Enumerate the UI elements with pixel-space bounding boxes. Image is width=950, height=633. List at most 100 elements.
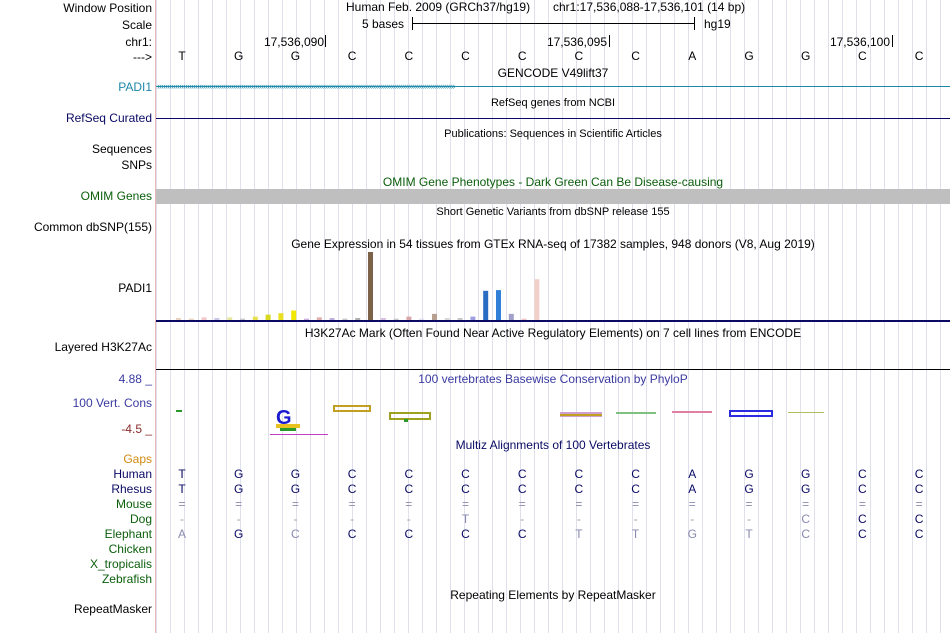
reference-base: C: [574, 49, 584, 63]
omim-feature-bar[interactable]: [156, 189, 950, 204]
common-dbsnp-label[interactable]: Common dbSNP(155): [33, 220, 152, 234]
scale-bar-right-tick: [694, 17, 695, 30]
h3k27ac-label[interactable]: Layered H3K27Ac: [54, 340, 152, 354]
alignment-base: =: [915, 497, 923, 511]
refseq-label[interactable]: RefSeq Curated: [65, 111, 152, 125]
phylop-logo[interactable]: G: [156, 400, 950, 440]
alignment-base: C: [914, 482, 924, 496]
gtex-tissue-bar[interactable]: [432, 313, 437, 320]
strand-label: --->: [133, 50, 152, 64]
repeatmasker-label[interactable]: RepeatMasker: [73, 602, 152, 616]
species-label-elephant[interactable]: Elephant: [104, 527, 152, 541]
alignment-base: =: [575, 497, 583, 511]
h3k27ac-title: H3K27Ac Mark (Often Found Near Active Re…: [304, 326, 802, 340]
gtex-tissue-bar[interactable]: [393, 318, 399, 320]
scale-text: 5 bases: [362, 17, 405, 31]
species-label-human[interactable]: Human: [113, 467, 152, 481]
padi1-gene-label[interactable]: PADI1: [118, 80, 152, 94]
gtex-title: Gene Expression in 54 tissues from GTEx …: [291, 237, 815, 251]
gtex-tissue-bar[interactable]: [252, 316, 258, 320]
padi1-gtex-label[interactable]: PADI1: [118, 281, 152, 295]
omim-label[interactable]: OMIM Genes: [80, 189, 152, 203]
alignment-base: -: [520, 512, 525, 526]
padi1-gene-line: [156, 86, 950, 87]
alignment-base: C: [404, 467, 414, 481]
gtex-tissue-bar[interactable]: [176, 318, 181, 320]
alignment-base: G: [744, 467, 754, 481]
species-label-mouse[interactable]: Mouse: [115, 497, 152, 511]
refseq-gene-line[interactable]: [156, 118, 950, 119]
reference-base: G: [801, 49, 811, 63]
alignment-base: T: [178, 482, 186, 496]
species-label-x_tropicalis[interactable]: X_tropicalis: [89, 557, 152, 571]
gtex-tissue-bar[interactable]: [265, 314, 271, 320]
gtex-tissue-bar[interactable]: [201, 317, 207, 320]
alignment-base: T: [631, 527, 640, 541]
alignment-base: C: [404, 527, 414, 541]
alignment-base: =: [745, 497, 753, 511]
species-label-zebrafish[interactable]: Zebrafish: [101, 572, 152, 586]
gtex-tissue-bar[interactable]: [419, 318, 425, 320]
alignment-base: =: [235, 497, 243, 511]
alignment-base: A: [688, 482, 697, 496]
vert-cons-label[interactable]: 100 Vert. Cons: [72, 396, 152, 410]
gtex-tissue-bar[interactable]: [329, 318, 335, 320]
alignment-base: G: [744, 482, 754, 496]
alignment-base: C: [914, 512, 924, 526]
refseq-title: RefSeq genes from NCBI: [490, 97, 616, 109]
ruler-tick-mark: [892, 35, 893, 47]
phylop-mark: [672, 411, 712, 413]
alignment-base: =: [461, 497, 469, 511]
alignment-base: C: [517, 482, 527, 496]
snps-label[interactable]: SNPs: [121, 158, 152, 172]
alignment-base: G: [234, 482, 244, 496]
species-label-chicken[interactable]: Chicken: [108, 542, 152, 556]
gtex-tissue-bar[interactable]: [368, 252, 373, 320]
gtex-tissue-bar[interactable]: [521, 318, 527, 320]
gaps-label[interactable]: Gaps: [123, 452, 152, 466]
phylop-mark: [729, 410, 773, 417]
gtex-tissue-bar[interactable]: [380, 318, 386, 320]
phylop-min-label: -4.5 _: [121, 422, 152, 436]
gtex-tissue-bar[interactable]: [240, 318, 245, 320]
gtex-tissue-bar[interactable]: [355, 318, 361, 320]
gtex-tissue-bar[interactable]: [444, 318, 450, 320]
gtex-tissue-bar[interactable]: [227, 317, 233, 320]
gtex-tissue-bar[interactable]: [508, 313, 514, 320]
gtex-tissue-bar[interactable]: [214, 318, 220, 320]
multiz-alignment-grid: T G G C C C C C C A G G C C T G G C C C C C C A G G C C = = = = = = = = = = = =…: [0, 466, 950, 586]
species-label-dog[interactable]: Dog: [129, 512, 152, 526]
gtex-bar-chart[interactable]: [156, 250, 950, 324]
gtex-tissue-bar[interactable]: [291, 310, 297, 321]
alignment-base: T: [575, 527, 583, 541]
gtex-tissue-bar[interactable]: [457, 318, 463, 320]
alignment-base: -: [180, 512, 184, 526]
alignment-base: =: [178, 497, 186, 511]
gtex-tissue-bar[interactable]: [470, 316, 476, 320]
ruler-tick-label: 17,536,100: [829, 35, 890, 49]
gtex-tissue-bar[interactable]: [483, 290, 489, 320]
gtex-tissue-bar[interactable]: [188, 318, 194, 320]
gtex-tissue-bar[interactable]: [278, 313, 284, 320]
phylop-mark: [389, 412, 431, 420]
alignment-base: C: [517, 527, 527, 541]
alignment-base: -: [236, 512, 241, 526]
gtex-tissue-bar[interactable]: [406, 316, 412, 320]
alignment-base: =: [291, 497, 299, 511]
reference-base: C: [461, 49, 470, 63]
sequences-label[interactable]: Sequences: [91, 142, 152, 156]
gtex-tissue-bar[interactable]: [534, 279, 540, 320]
alignment-base: C: [858, 527, 867, 541]
species-label-rhesus[interactable]: Rhesus: [111, 482, 152, 496]
gtex-tissue-bar[interactable]: [316, 317, 322, 320]
alignment-base: C: [801, 527, 811, 541]
alignment-base: -: [406, 512, 411, 526]
alignment-base: A: [177, 527, 186, 541]
ruler-tick-label: 17,536,090: [263, 35, 324, 49]
gtex-tissue-bar[interactable]: [304, 318, 309, 320]
alignment-base: T: [178, 467, 186, 481]
gtex-tissue-bar[interactable]: [496, 290, 501, 320]
reference-base: T: [178, 49, 186, 63]
scale-bar: [412, 23, 695, 24]
gtex-tissue-bar[interactable]: [342, 318, 348, 320]
